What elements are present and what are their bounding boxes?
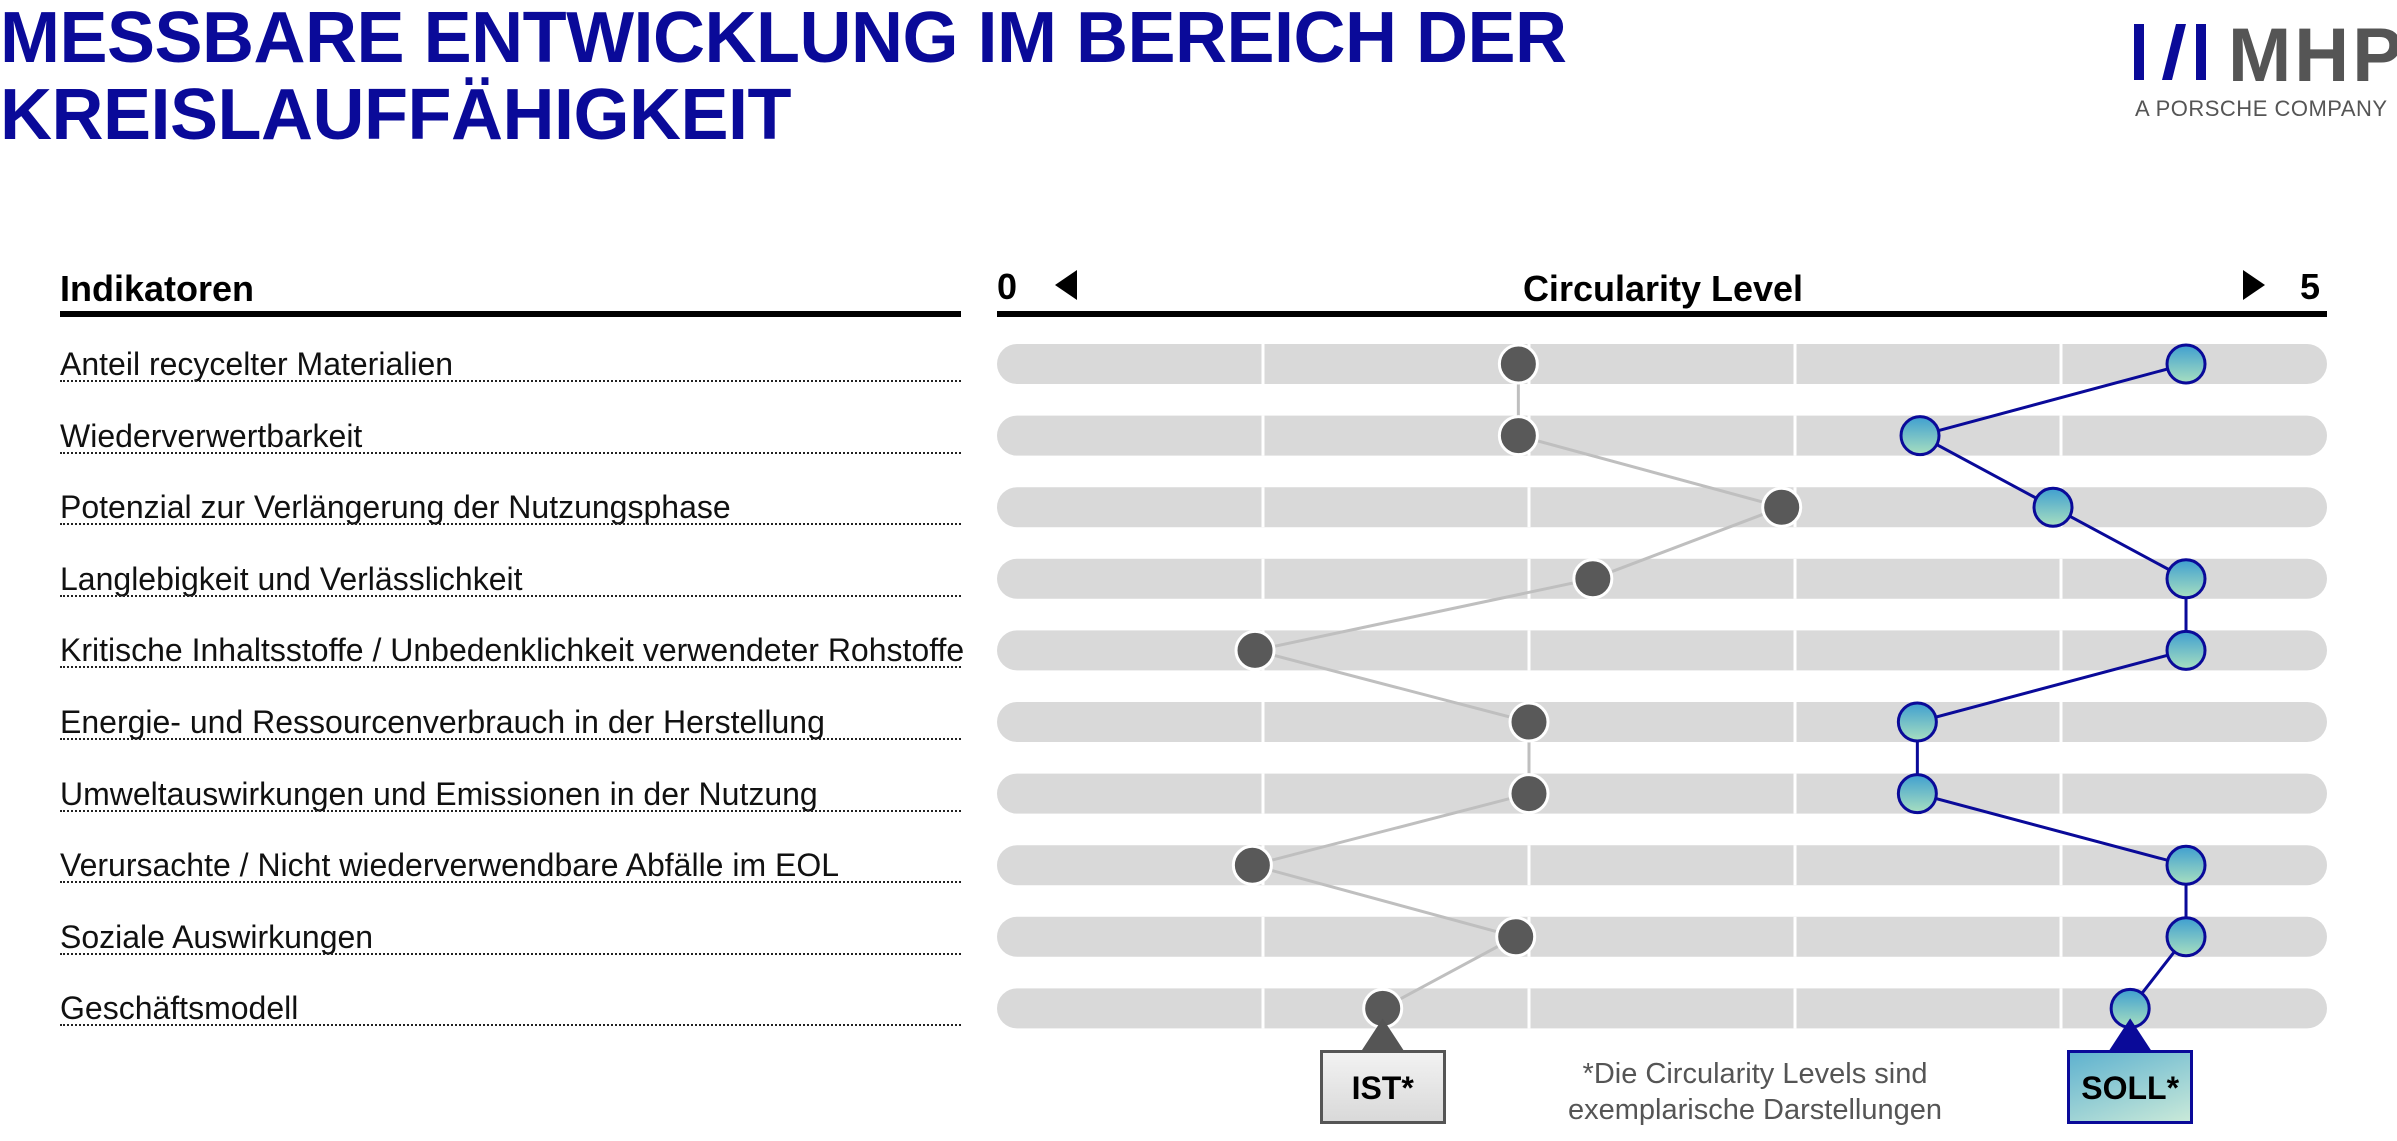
level-track [997,916,2327,957]
level-track [997,988,2327,1029]
indicator-row: Anteil recycelter Materialien [60,344,961,384]
indicator-divider [60,523,961,526]
page-title: MESSBARE ENTWICKLUNG IM BEREICH DER KREI… [0,0,1567,154]
soll-point [2165,916,2207,958]
indicators-heading-rule [60,311,961,317]
mhp-logo: MHP A PORSCHE COMPANY [2130,12,2397,122]
ist-point [1495,916,1537,958]
indicator-row: Kritische Inhaltsstoffe / Unbedenklichke… [60,630,965,670]
arrow-right-icon [2243,270,2265,300]
soll-point [1899,415,1941,457]
indicator-label: Potenzial zur Verlängerung der Nutzungsp… [60,489,731,526]
ist-point [1761,486,1803,528]
logo-name: MHP [2228,13,2397,98]
indicator-row: Energie- und Ressourcenverbrauch in der … [60,702,961,742]
indicator-label: Verursachte / Nicht wiederverwendbare Ab… [60,847,840,884]
indicator-label: Kritische Inhaltsstoffe / Unbedenklichke… [60,632,965,669]
logo-tagline: A PORSCHE COMPANY [2135,96,2388,121]
indicator-row: Potenzial zur Verlängerung der Nutzungsp… [60,487,961,527]
ist-point [1234,629,1276,671]
indicator-divider [60,380,961,382]
soll-marker-label: SOLL* [2067,1050,2194,1124]
indicator-divider [60,738,961,740]
indicator-divider [60,881,961,884]
indicators-heading: Indikatoren [60,268,255,309]
level-track [997,630,2327,671]
level-track [997,845,2327,886]
footnote-line1: *Die Circularity Levels sind [1582,1058,1928,1090]
indicator-divider [60,666,961,669]
level-track [997,415,2327,456]
indicator-label: Anteil recycelter Materialien [60,346,454,382]
ist-point [1231,844,1273,886]
level-track [997,702,2327,742]
indicator-label: Langlebigkeit und Verlässlichkeit [60,560,523,597]
level-axis-max-label: 5 [2300,266,2321,307]
indicator-divider [60,1024,961,1027]
indicator-label: Soziale Auswirkungen [60,918,374,955]
level-axis-rule [997,311,2327,317]
level-axis-title: Circularity Level [1522,268,1804,309]
soll-point [1896,701,1938,743]
ist-marker-label: IST* [1319,1050,1446,1124]
ist-pointer [1360,1018,1405,1052]
ist-point [1572,558,1614,600]
indicator-divider [60,809,961,812]
soll-point [2165,343,2207,385]
indicator-divider [60,594,961,597]
indicator-row: Soziale Auswirkungen [60,917,961,957]
soll-series-line [1915,362,2188,1010]
level-track [997,558,2327,599]
soll-pointer [2108,1018,2153,1052]
indicator-label: Geschäftsmodell [60,990,299,1027]
indicator-row: Geschäftsmodell [60,988,961,1028]
footnote-line2: exemplarische Darstellungen [1568,1094,1942,1126]
ist-point [1508,773,1550,815]
soll-point [2165,844,2207,886]
soll-point [2032,486,2074,528]
page-title-line1: MESSBARE ENTWICKLUNG IM BEREICH DER [0,0,1567,78]
indicator-label: Umweltauswirkungen und Emissionen in der… [60,775,818,812]
indicator-divider [60,451,961,454]
arrow-left-icon [1055,270,1077,300]
indicator-row: Wiederverwertbarkeit [60,416,961,456]
ist-series-line [1246,364,1787,1010]
level-track [997,773,2327,814]
indicator-label: Energie- und Ressourcenverbrauch in der … [60,704,825,740]
indicator-row: Langlebigkeit und Verlässlichkeit [60,559,961,599]
page-title-line2: KREISLAUFFÄHIGKEIT [0,75,791,155]
footnote: *Die Circularity Levels sind exemplarisc… [1540,1056,1970,1128]
indicator-divider [60,952,961,955]
mhp-logo-mark-icon [2134,24,2206,80]
ist-point [1497,343,1539,385]
level-track [997,344,2327,384]
ist-point [1508,701,1550,743]
ist-point [1497,415,1539,457]
indicator-row: Umweltauswirkungen und Emissionen in der… [60,774,961,814]
soll-point [2165,558,2207,600]
soll-point [1896,773,1938,815]
soll-point [2165,629,2207,671]
level-track [997,487,2327,528]
indicator-label: Wiederverwertbarkeit [60,417,363,454]
indicator-row: Verursachte / Nicht wiederverwendbare Ab… [60,845,961,885]
level-axis-min-label: 0 [997,266,1018,307]
